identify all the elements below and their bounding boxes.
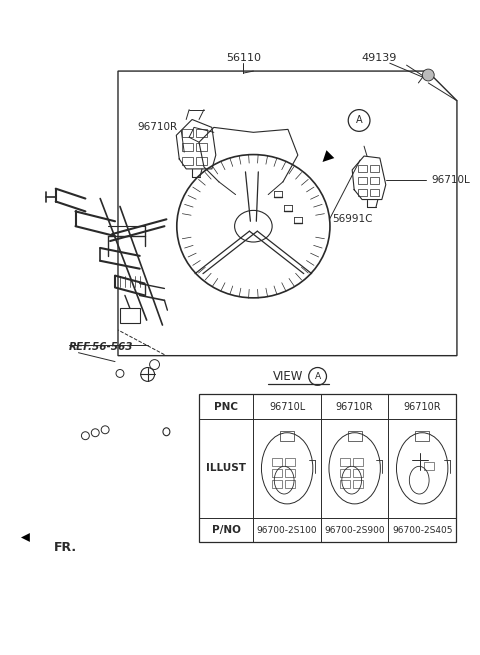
Text: 49139: 49139 [361, 53, 396, 64]
Text: FR.: FR. [54, 541, 77, 554]
Bar [285, 458, 295, 466]
Text: A: A [314, 372, 321, 381]
Text: 56991C: 56991C [333, 214, 373, 224]
Text: 96710L: 96710L [431, 175, 470, 185]
Text: P/NO: P/NO [212, 525, 240, 535]
Bar [370, 189, 379, 196]
Bar [285, 480, 295, 488]
Bar [182, 130, 193, 138]
Bar [272, 480, 282, 488]
Bar [272, 458, 282, 466]
Bar [358, 189, 367, 196]
Text: PNC: PNC [214, 402, 238, 411]
Circle shape [422, 69, 434, 81]
Bar [120, 309, 140, 323]
Text: 96710L: 96710L [269, 402, 305, 411]
Text: 96700-2S100: 96700-2S100 [257, 525, 317, 534]
Bar [353, 458, 362, 466]
Bar [415, 431, 429, 441]
Bar [196, 157, 207, 165]
Bar [370, 165, 379, 172]
Text: VIEW: VIEW [273, 370, 303, 383]
Bar [340, 480, 350, 488]
Bar [353, 469, 362, 477]
Bar [348, 431, 361, 441]
Bar [182, 143, 193, 151]
Bar [280, 431, 294, 441]
Text: 96700-2S900: 96700-2S900 [324, 525, 385, 534]
Text: REF.56-563: REF.56-563 [69, 342, 133, 352]
Bar [424, 462, 434, 470]
Bar [272, 469, 282, 477]
Bar [370, 177, 379, 183]
Text: A: A [356, 115, 362, 126]
Text: 96710R: 96710R [336, 402, 373, 411]
Text: 96700-2S405: 96700-2S405 [392, 525, 453, 534]
Bar [353, 480, 362, 488]
Bar [285, 469, 295, 477]
Bar [340, 458, 350, 466]
Text: 56110: 56110 [226, 53, 261, 64]
Text: 96710R: 96710R [403, 402, 441, 411]
Text: 96710R: 96710R [137, 122, 177, 132]
Text: ILLUST: ILLUST [206, 463, 246, 474]
Bar [182, 157, 193, 165]
Bar [196, 130, 207, 138]
Bar [358, 177, 367, 183]
Bar [199, 394, 456, 542]
Bar [196, 143, 207, 151]
Bar [358, 165, 367, 172]
Bar [340, 469, 350, 477]
